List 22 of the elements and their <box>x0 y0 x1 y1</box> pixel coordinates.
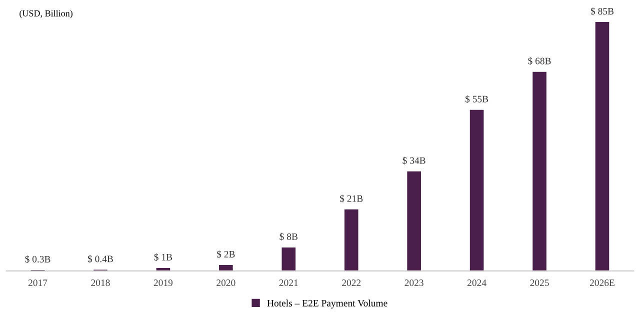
x-tick-label: 2025 <box>530 280 549 286</box>
data-label: $ 68B <box>528 57 551 65</box>
data-label: $ 0.3B <box>25 255 50 264</box>
data-label: $ 0.4B <box>88 255 113 263</box>
x-tick-label: 2021 <box>279 280 298 286</box>
data-label: $ 2B <box>217 250 235 258</box>
data-label: $ 21B <box>340 194 363 203</box>
data-label: $ 85B <box>590 7 614 16</box>
x-tick-label: 2026E <box>590 280 614 286</box>
x-tick-label: 2019 <box>154 280 173 286</box>
data-label: $ 34B <box>402 156 426 164</box>
x-tick-label: 2017 <box>28 280 48 286</box>
x-tick-label: 2022 <box>342 280 361 286</box>
data-label: $ 8B <box>280 232 298 241</box>
y-axis-title: (USD, Billion) <box>20 10 72 18</box>
data-label: $ 55B <box>465 95 488 103</box>
x-tick-label: 2018 <box>91 280 110 286</box>
x-tick-label: 2024 <box>468 280 486 286</box>
x-tick-label: 2023 <box>404 280 424 286</box>
data-label: $ 1B <box>154 253 172 262</box>
x-tick-label: 2020 <box>216 280 236 286</box>
legend-label: Hotels – E2E Payment Volume <box>267 300 388 308</box>
